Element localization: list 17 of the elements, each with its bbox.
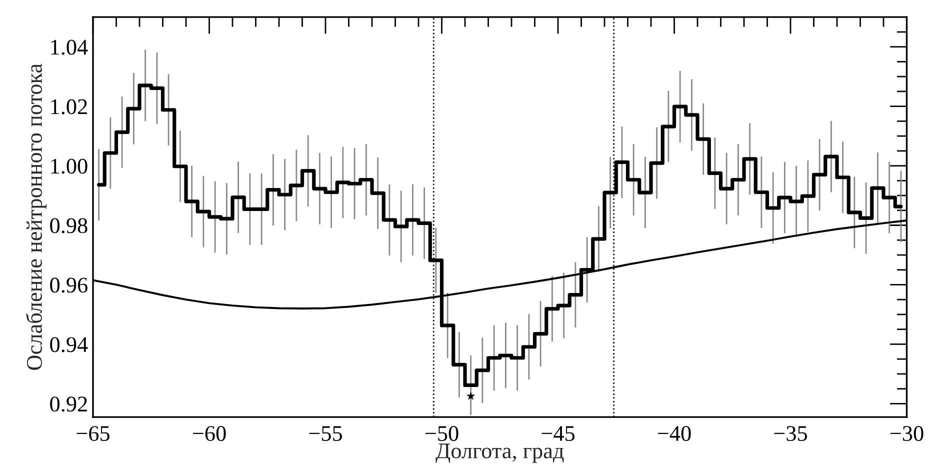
x-axis-title: Долгота, град: [436, 444, 564, 463]
y-axis-title: Ослабление нейтронного потока: [26, 64, 46, 370]
x-tick-label: −40: [658, 426, 691, 442]
x-tick-label: −35: [774, 426, 808, 442]
y-tick-label: 1.00: [51, 158, 88, 174]
y-tick-label: 0.98: [50, 218, 88, 234]
y-tick-label: 0.94: [50, 337, 88, 352]
x-tick-label: −45: [542, 426, 575, 442]
y-tick-label: 1.04: [51, 40, 88, 55]
x-tick-label: −55: [309, 426, 342, 442]
x-tick-label: −50: [425, 426, 458, 442]
y-tick-label: 1.02: [51, 99, 87, 114]
x-tick-label: −30: [890, 426, 924, 442]
y-tick-label: 0.92: [50, 396, 87, 412]
x-tick-label: −65: [76, 426, 110, 442]
x-tick-label: −60: [192, 426, 226, 442]
y-tick-label: 0.96: [50, 278, 88, 293]
